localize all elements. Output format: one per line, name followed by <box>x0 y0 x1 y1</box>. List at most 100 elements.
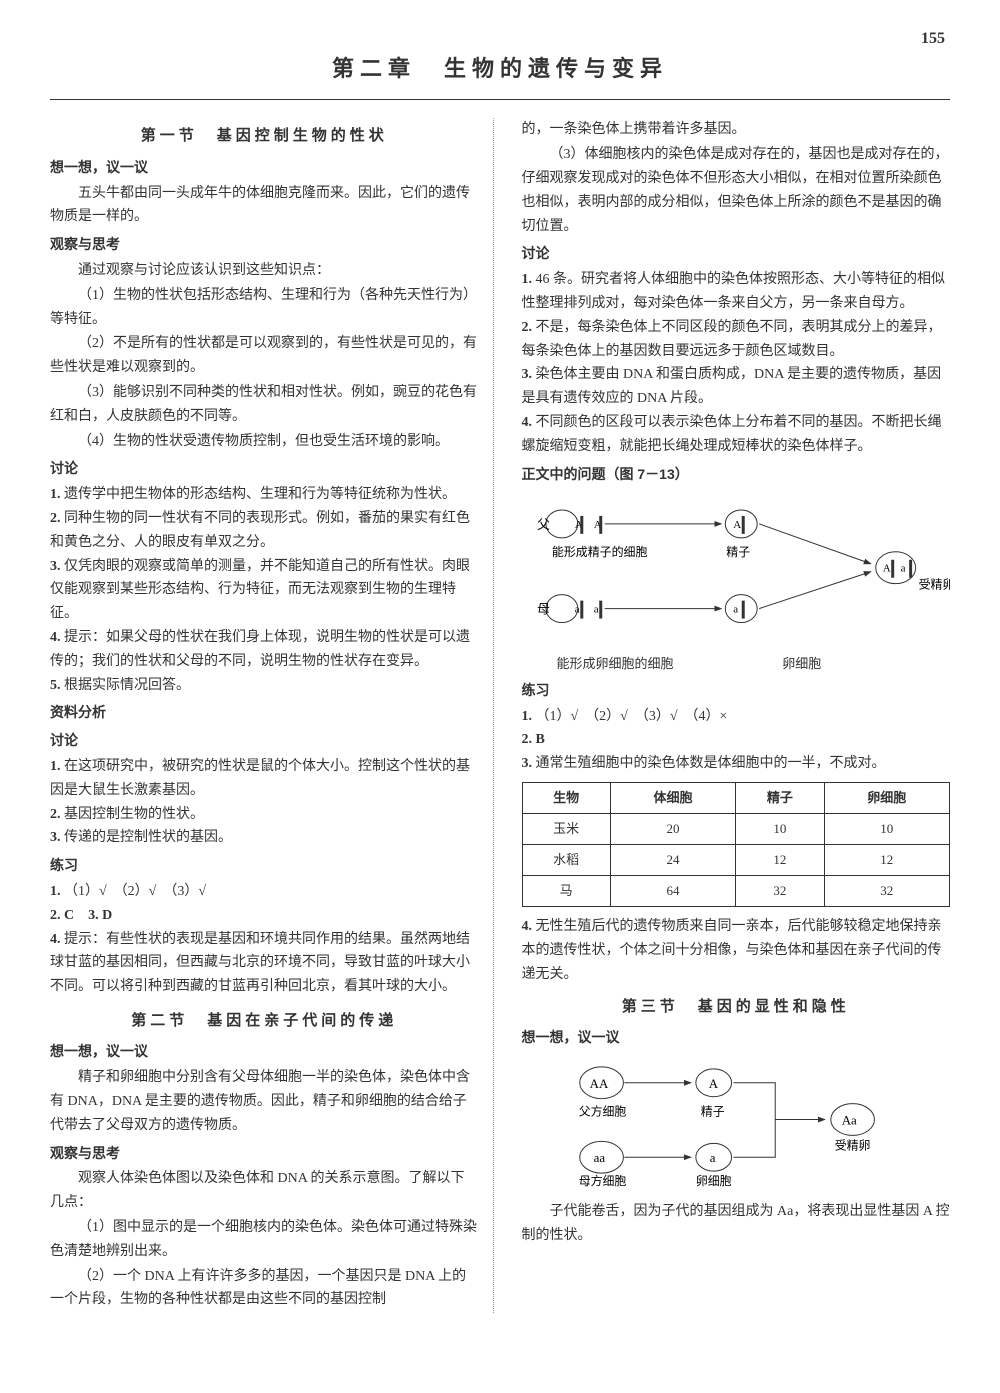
label: 能形成卵细胞的细胞 <box>557 653 674 675</box>
table-row: 水稻 24 12 12 <box>522 845 950 876</box>
heading-observe2: 观察与思考 <box>50 1142 479 1166</box>
text: B <box>536 732 545 747</box>
svg-text:a: a <box>574 604 579 616</box>
para: （4）生物的性状受遗传物质控制，但也受生活环境的影响。 <box>50 430 479 454</box>
svg-text:卵细胞: 卵细胞 <box>696 1174 732 1187</box>
section1-title: 第一节 基因控制生物的性状 <box>50 124 479 150</box>
heading-material: 资料分析 <box>50 701 479 725</box>
text: 根据实际情况回答。 <box>64 678 190 693</box>
item: 5. 根据实际情况回答。 <box>50 674 479 698</box>
text: （1）√ （2）√ （3）√ （4）× <box>536 709 728 724</box>
para: （1）生物的性状包括形态结构、生理和行为（各种先天性行为）等特征。 <box>50 284 479 332</box>
text: 在这项研究中，被研究的性状是鼠的个体大小。控制这个性状的基因是大鼠生长激素基因。 <box>50 759 470 798</box>
text: 提示：有些性状的表现是基因和环境共同作用的结果。虽然两地结球甘蓝的基因相同，但西… <box>50 932 470 995</box>
heading-discuss: 讨论 <box>522 242 951 266</box>
heading-practice: 练习 <box>522 679 951 703</box>
heading-think3: 想一想，议一议 <box>522 1026 951 1050</box>
para: 五头牛都由同一头成年牛的体细胞克隆而来。因此，它们的遗传物质是一样的。 <box>50 182 479 230</box>
text: 遗传学中把生物体的形态结构、生理和行为等特征统称为性状。 <box>64 487 456 502</box>
text: 不是，每条染色体上不同区段的颜色不同，表明其成分上的差异，每条染色体上的基因数目… <box>522 320 942 359</box>
heading-observe: 观察与思考 <box>50 233 479 257</box>
para: （1）图中显示的是一个细胞核内的染色体。染色体可通过特殊染色清楚地辨别出来。 <box>50 1216 479 1264</box>
td: 10 <box>824 813 949 844</box>
text: 基因控制生物的性状。 <box>64 807 204 822</box>
divider <box>50 99 950 100</box>
item: 1. （1）√ （2）√ （3）√ <box>50 880 479 904</box>
item: 3. 通常生殖细胞中的染色体数是体细胞中的一半，不成对。 <box>522 752 951 776</box>
label: 卵细胞 <box>782 653 821 675</box>
svg-text:a: a <box>900 563 905 575</box>
item: 3. 仅凭肉眼的观察或简单的测量，并不能知道自己的所有性状。肉眼仅能观察到某些形… <box>50 555 479 626</box>
svg-text:a: a <box>710 1151 716 1165</box>
td: 64 <box>610 876 735 907</box>
svg-text:受精卵: 受精卵 <box>918 578 950 592</box>
td: 32 <box>824 876 949 907</box>
td: 12 <box>824 845 949 876</box>
para: （3）能够识别不同种类的性状和相对性状。例如，豌豆的花色有红和白，人皮肤颜色的不… <box>50 381 479 429</box>
svg-text:aa: aa <box>594 1151 606 1165</box>
two-column-layout: 第一节 基因控制生物的性状 想一想，议一议 五头牛都由同一头成年牛的体细胞克隆而… <box>50 118 950 1313</box>
td: 玉米 <box>522 813 610 844</box>
item: 2. 基因控制生物的性状。 <box>50 803 479 827</box>
para: （3）体细胞核内的染色体是成对存在的，基因也是成对存在的，仔细观察发现成对的染色… <box>522 143 951 238</box>
chromosome-table: 生物 体细胞 精子 卵细胞 玉米 20 10 10 水稻 24 12 12 马 … <box>522 782 951 907</box>
para: （2）不是所有的性状都是可以观察到的，有些性状是可见的，有些性状是难以观察到的。 <box>50 332 479 380</box>
heading-discuss2: 讨论 <box>50 729 479 753</box>
section3-title: 第三节 基因的显性和隐性 <box>522 995 951 1021</box>
table-row: 玉米 20 10 10 <box>522 813 950 844</box>
heading-think2: 想一想，议一议 <box>50 1040 479 1064</box>
para: 的，一条染色体上携带着许多基因。 <box>522 118 951 142</box>
svg-text:母方细胞: 母方细胞 <box>579 1174 627 1187</box>
th: 卵细胞 <box>824 782 949 813</box>
svg-text:父方细胞: 父方细胞 <box>579 1105 627 1119</box>
page-number: 155 <box>921 25 945 52</box>
item: 3. 染色体主要由 DNA 和蛋白质构成，DNA 是主要的遗传物质，基因是具有遗… <box>522 363 951 411</box>
para: 观察人体染色体图以及染色体和 DNA 的关系示意图。了解以下几点： <box>50 1167 479 1215</box>
svg-text:父: 父 <box>536 517 549 532</box>
text: 染色体主要由 DNA 和蛋白质构成，DNA 是主要的遗传物质，基因是具有遗传效应… <box>522 367 942 406</box>
text: （1）√ （2）√ （3）√ <box>64 884 206 899</box>
diagram-svg: 父 A A A 母 a a a A a <box>522 494 951 643</box>
left-column: 第一节 基因控制生物的性状 想一想，议一议 五头牛都由同一头成年牛的体细胞克隆而… <box>50 118 494 1313</box>
th: 精子 <box>736 782 824 813</box>
td: 12 <box>736 845 824 876</box>
th: 生物 <box>522 782 610 813</box>
item: 2. 不是，每条染色体上不同区段的颜色不同，表明其成分上的差异，每条染色体上的基… <box>522 316 951 364</box>
table-row: 马 64 32 32 <box>522 876 950 907</box>
heading-discuss: 讨论 <box>50 457 479 481</box>
item: 2. 同种生物的同一性状有不同的表现形式。例如，番茄的果实有红色和黄色之分、人的… <box>50 507 479 555</box>
table-header-row: 生物 体细胞 精子 卵细胞 <box>522 782 950 813</box>
text: 通常生殖细胞中的染色体数是体细胞中的一半，不成对。 <box>536 756 886 771</box>
item: 2. B <box>522 728 951 752</box>
item: 1. 遗传学中把生物体的形态结构、生理和行为等特征统称为性状。 <box>50 483 479 507</box>
text: 提示：如果父母的性状在我们身上体现，说明生物的性状是可以遗传的；我们的性状和父母… <box>50 630 470 669</box>
svg-text:A: A <box>733 519 741 531</box>
inheritance-diagram: 父 A A A 母 a a a A a <box>522 494 951 674</box>
td: 24 <box>610 845 735 876</box>
svg-text:母: 母 <box>536 602 549 617</box>
diagram2-svg: AA 父方细胞 A 精子 aa 母方细胞 a 卵细胞 Aa 受精卵 <box>547 1058 924 1187</box>
para: 通过观察与讨论应该认识到这些知识点： <box>50 259 479 283</box>
svg-text:精子: 精子 <box>701 1105 725 1119</box>
para: （2）一个 DNA 上有许许多多的基因，一个基因只是 DNA 上的一个片段，生物… <box>50 1265 479 1313</box>
svg-text:受精卵: 受精卵 <box>835 1138 871 1152</box>
item: 4. 不同颜色的区段可以表示染色体上分布着不同的基因。不断把长绳螺旋缩短变粗，就… <box>522 411 951 459</box>
svg-text:精子: 精子 <box>726 545 750 559</box>
svg-text:Aa: Aa <box>842 1113 857 1127</box>
item: 1. （1）√ （2）√ （3）√ （4）× <box>522 705 951 729</box>
item: 4. 提示：如果父母的性状在我们身上体现，说明生物的性状是可以遗传的；我们的性状… <box>50 626 479 674</box>
td: 32 <box>736 876 824 907</box>
td: 马 <box>522 876 610 907</box>
td: 20 <box>610 813 735 844</box>
td: 水稻 <box>522 845 610 876</box>
item: 2. C 3. D <box>50 904 479 928</box>
right-column: 的，一条染色体上携带着许多基因。 （3）体细胞核内的染色体是成对存在的，基因也是… <box>522 118 951 1313</box>
heading-think: 想一想，议一议 <box>50 156 479 180</box>
item: 4. 无性生殖后代的遗传物质来自同一亲本，后代能够较稳定地保持亲本的遗传性状，个… <box>522 915 951 986</box>
td: 10 <box>736 813 824 844</box>
svg-text:能形成精子的细胞: 能形成精子的细胞 <box>551 544 647 559</box>
item: 1. 在这项研究中，被研究的性状是鼠的个体大小。控制这个性状的基因是大鼠生长激素… <box>50 755 479 803</box>
item: 4. 提示：有些性状的表现是基因和环境共同作用的结果。虽然两地结球甘蓝的基因相同… <box>50 928 479 999</box>
heading-textq: 正文中的问题（图 7－13） <box>522 463 951 487</box>
section2-title: 第二节 基因在亲子代间的传递 <box>50 1009 479 1035</box>
